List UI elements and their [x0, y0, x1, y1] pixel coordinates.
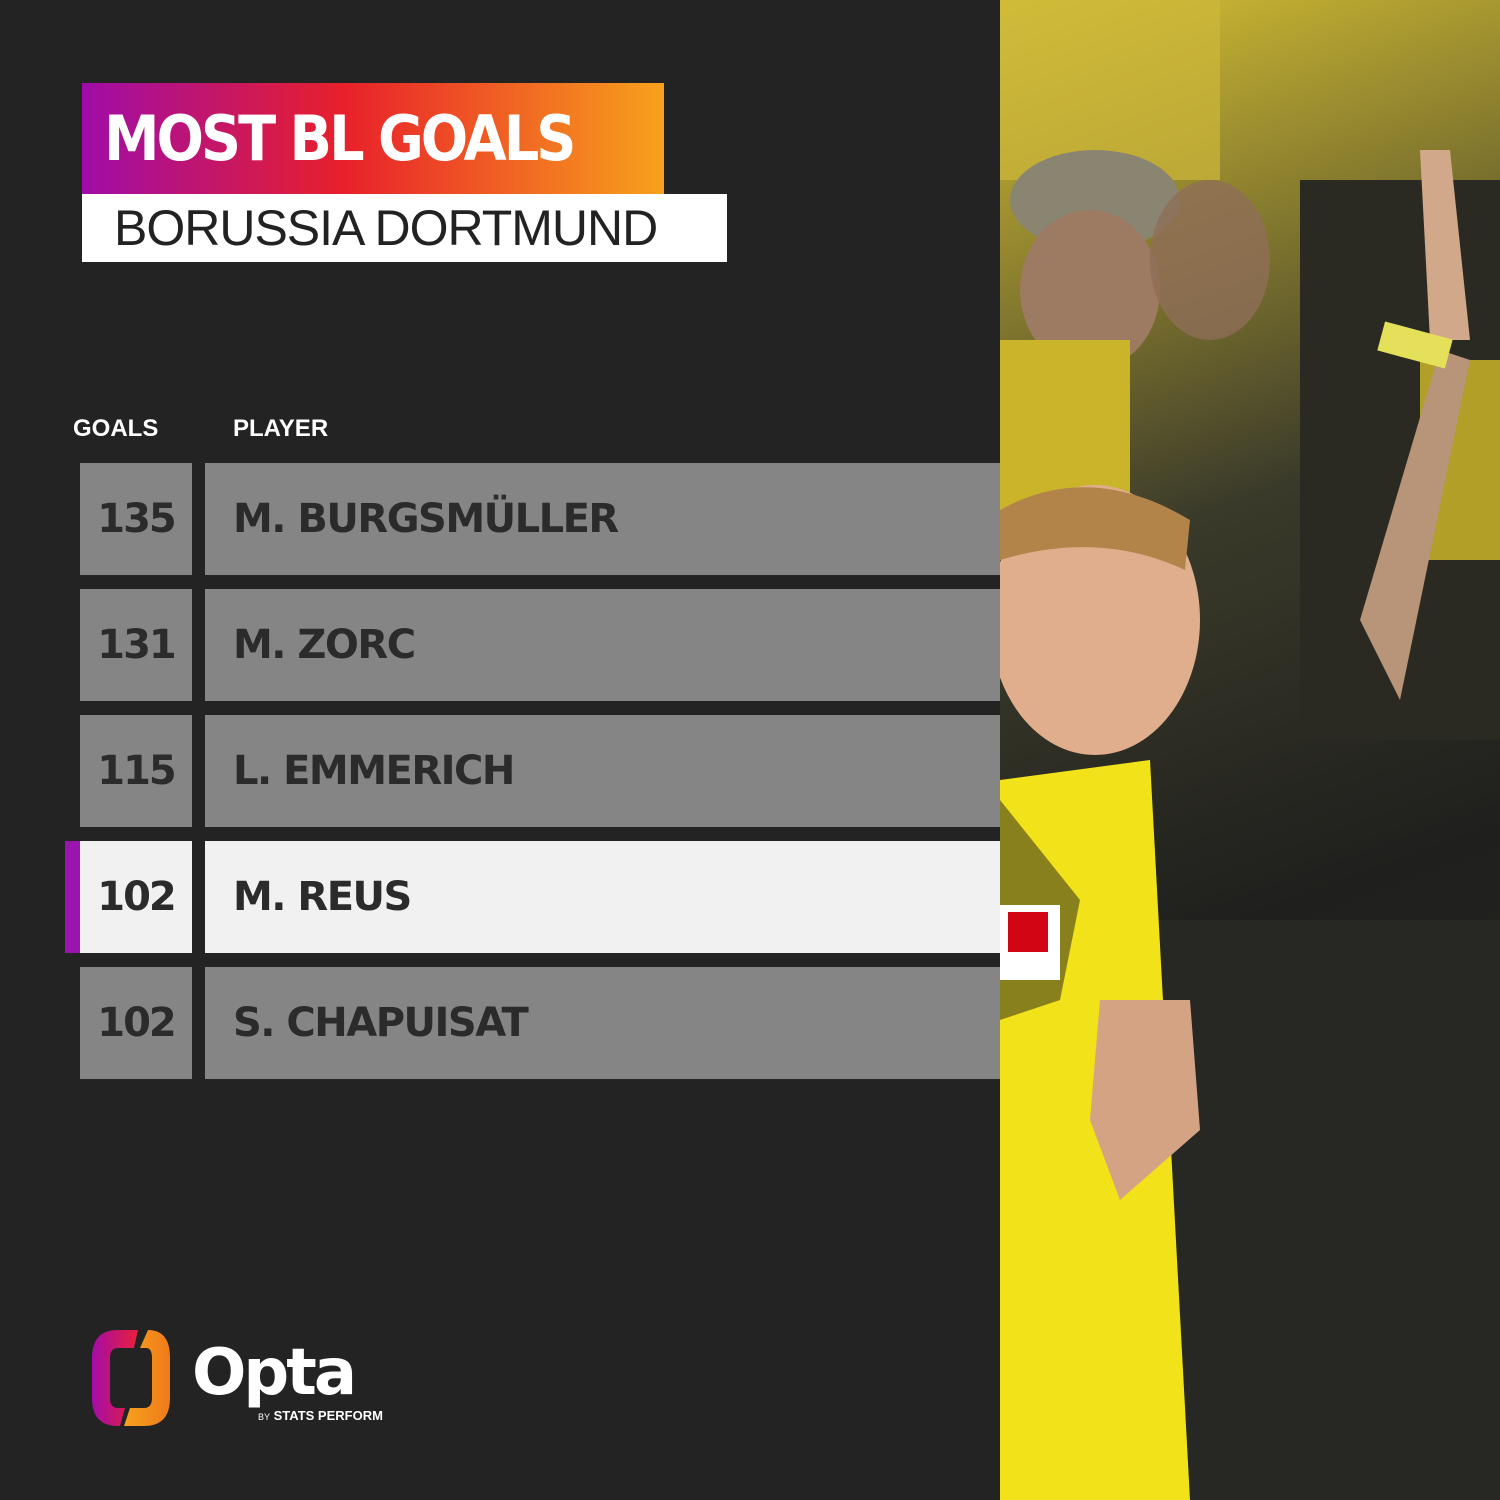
highlight-marker	[65, 841, 80, 953]
player-photo	[1000, 0, 1500, 1500]
opta-logo: Opta BY STATS PERFORM	[90, 1328, 390, 1432]
opta-logo-mark	[92, 1330, 170, 1426]
player-column-header: PLAYER	[233, 415, 329, 442]
table-row: 135 M. BURGSMÜLLER	[80, 463, 1000, 575]
goals-cell: 115	[80, 715, 192, 827]
player-cell: M. ZORC	[205, 589, 1000, 701]
goals-column-header: GOALS	[73, 415, 159, 442]
goals-cell: 102	[80, 967, 192, 1079]
goals-cell: 131	[80, 589, 192, 701]
logo-by-text: BY	[258, 1412, 271, 1422]
table-row: 115 L. EMMERICH	[80, 715, 1000, 827]
player-cell: S. CHAPUISAT	[205, 967, 1000, 1079]
table-row: 102 S. CHAPUISAT	[80, 967, 1000, 1079]
table-row: 131 M. ZORC	[80, 589, 1000, 701]
logo-tagline: STATS PERFORM	[273, 1408, 383, 1423]
subtitle-banner: BORUSSIA DORTMUND	[82, 194, 727, 262]
goals-cell: 102	[80, 841, 192, 953]
player-cell: L. EMMERICH	[205, 715, 1000, 827]
player-celebration-image	[1000, 0, 1500, 1500]
player-cell: M. BURGSMÜLLER	[205, 463, 1000, 575]
table-row-highlighted: 102 M. REUS	[65, 841, 1000, 953]
opta-wordmark: Opta	[192, 1336, 357, 1410]
player-cell: M. REUS	[205, 841, 1000, 953]
title-banner: MOST BL GOALS	[82, 83, 664, 194]
goals-cell: 135	[80, 463, 192, 575]
